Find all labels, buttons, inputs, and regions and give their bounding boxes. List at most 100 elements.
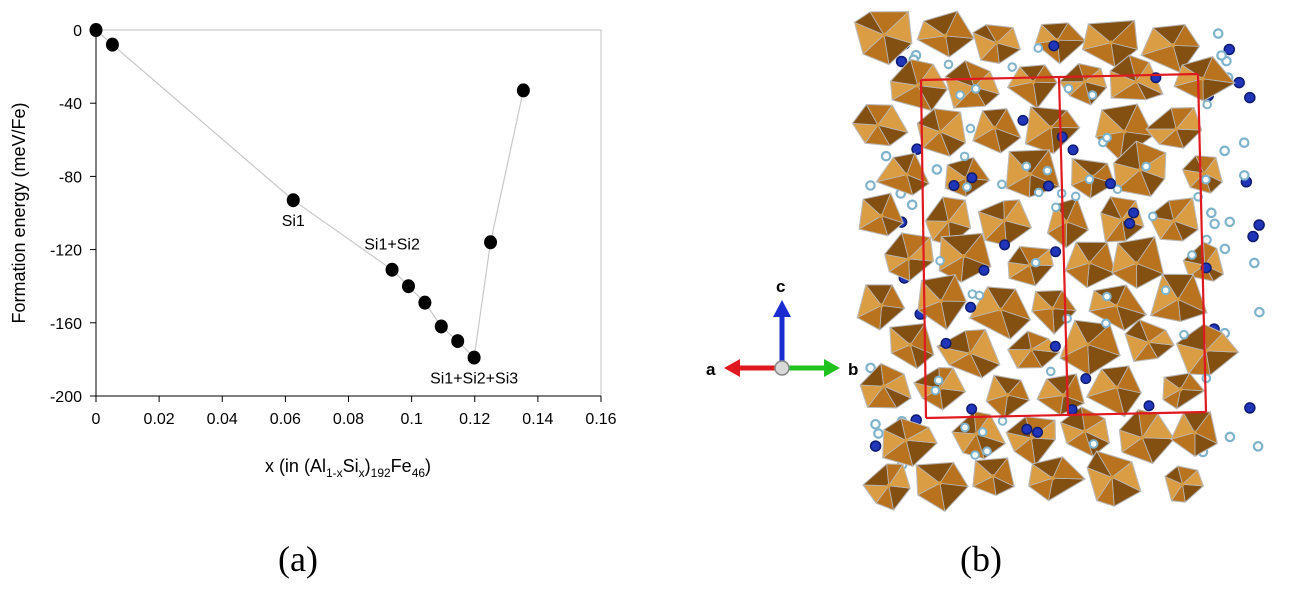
polyhedron <box>862 463 911 511</box>
polyhedron <box>938 232 992 283</box>
axis-c-arrowhead <box>773 300 791 317</box>
polyhedron-center-atom <box>1119 217 1125 222</box>
polyhedron-facet <box>1204 247 1224 275</box>
si-atom <box>1141 161 1151 172</box>
data-points <box>89 23 530 365</box>
polyhedron-center-atom <box>1170 43 1176 48</box>
polyhedron-facet <box>1066 197 1089 231</box>
polyhedron-center-atom <box>1140 435 1145 440</box>
fe-atom <box>1048 40 1060 52</box>
fe-atom <box>1247 230 1259 243</box>
polyhedron-facet <box>883 10 913 44</box>
si-atom <box>997 179 1007 190</box>
polyhedron-center-atom <box>1027 262 1033 268</box>
polyhedron <box>1162 372 1206 410</box>
polyhedron-facet <box>1123 103 1154 136</box>
polyhedron-facet <box>916 63 949 90</box>
data-point <box>516 83 530 98</box>
polyhedron <box>971 457 1016 497</box>
polyhedron-center-atom <box>903 438 909 443</box>
polyhedron-facet <box>1086 323 1121 357</box>
data-point <box>418 295 432 310</box>
data-point <box>467 350 481 365</box>
unit-cell <box>919 72 1208 420</box>
si-atom <box>1070 191 1081 202</box>
polyhedron-center-atom <box>1028 172 1033 177</box>
polyhedron-center-atom <box>1031 79 1036 85</box>
polyhedron <box>858 192 904 237</box>
axis-b-arrowhead <box>824 359 840 377</box>
polyhedra <box>851 10 1240 513</box>
polyhedron-facet <box>1003 199 1033 229</box>
fe-atom <box>1049 340 1061 352</box>
polyhedron-facet <box>939 388 967 411</box>
polyhedron-center-atom <box>998 307 1003 312</box>
si-atom <box>943 59 954 70</box>
fe-atom <box>1032 426 1044 438</box>
polyhedron <box>977 199 1033 247</box>
cell-bottom-edge <box>925 410 1207 420</box>
polyhedron-facet <box>1147 329 1175 346</box>
fe-atom <box>978 264 990 276</box>
si-atom <box>1239 170 1250 181</box>
si-atom <box>974 290 985 301</box>
polyhedron-facet <box>1202 55 1236 84</box>
polyhedron-facet <box>1047 477 1087 502</box>
si-atom <box>865 180 876 191</box>
polyhedron <box>1145 106 1203 149</box>
si-atom <box>906 199 918 211</box>
polyhedron <box>1086 450 1142 507</box>
caption-a: (a) <box>278 539 318 579</box>
polyhedron-center-atom <box>938 298 944 304</box>
x-axis-title-sub4: 46 <box>412 466 426 480</box>
polyhedron <box>1081 19 1139 68</box>
si-atom <box>1148 211 1158 222</box>
cell-top-edge <box>920 72 1199 82</box>
fe-atom <box>1050 246 1062 258</box>
polyhedron <box>1027 456 1087 502</box>
fe-atom <box>1223 43 1236 56</box>
polyhedron-center-atom <box>1085 342 1090 347</box>
si-atom <box>1087 90 1098 100</box>
polyhedron-facet <box>1177 273 1208 314</box>
polyhedron-facet <box>1173 197 1199 231</box>
polyhedron-center-atom <box>967 351 973 356</box>
polyhedron-center-atom <box>915 83 920 88</box>
x-axis-title-main: x (in (Al <box>265 456 326 476</box>
data-point <box>105 37 119 52</box>
polyhedron <box>916 10 976 58</box>
polyhedron-facet <box>909 322 935 356</box>
polyhedron-facet <box>1088 241 1116 275</box>
polyhedron <box>1124 319 1176 363</box>
fe-atom <box>1233 76 1245 89</box>
si-atom <box>1030 257 1041 268</box>
polyhedron-center-atom <box>1180 482 1185 487</box>
si-atom <box>1160 285 1171 296</box>
polyhedron-facet <box>1194 410 1218 445</box>
polyhedron <box>1064 241 1117 289</box>
polyhedron-center-atom <box>1048 125 1054 130</box>
x-tick-label: 0.02 <box>144 411 175 428</box>
polyhedron-facet <box>1083 67 1108 89</box>
y-tick-label: -80 <box>59 169 82 186</box>
si-atom <box>1102 132 1112 143</box>
polyhedron-facet <box>1006 379 1030 401</box>
polyhedron-facet <box>1139 152 1167 180</box>
polyhedron-facet <box>969 328 1001 366</box>
fe-atom <box>1021 423 1033 435</box>
polyhedron-center-atom <box>1064 219 1069 225</box>
polyhedron <box>924 196 972 247</box>
si-atom <box>959 151 970 162</box>
polyhedron-facet <box>1181 469 1204 487</box>
y-tick-label: -160 <box>50 316 82 333</box>
polyhedron-facet <box>1000 288 1032 321</box>
polyhedron-facet <box>907 236 934 262</box>
polyhedron <box>1007 245 1055 287</box>
si-atom <box>1112 184 1123 195</box>
polyhedron <box>1100 195 1145 243</box>
polyhedron-facet <box>939 367 967 393</box>
polyhedron <box>1005 416 1057 467</box>
polyhedron-center-atom <box>1029 435 1034 441</box>
x-axis-title-sub1: 1-x <box>326 466 343 480</box>
polyhedron-facet <box>888 463 911 489</box>
